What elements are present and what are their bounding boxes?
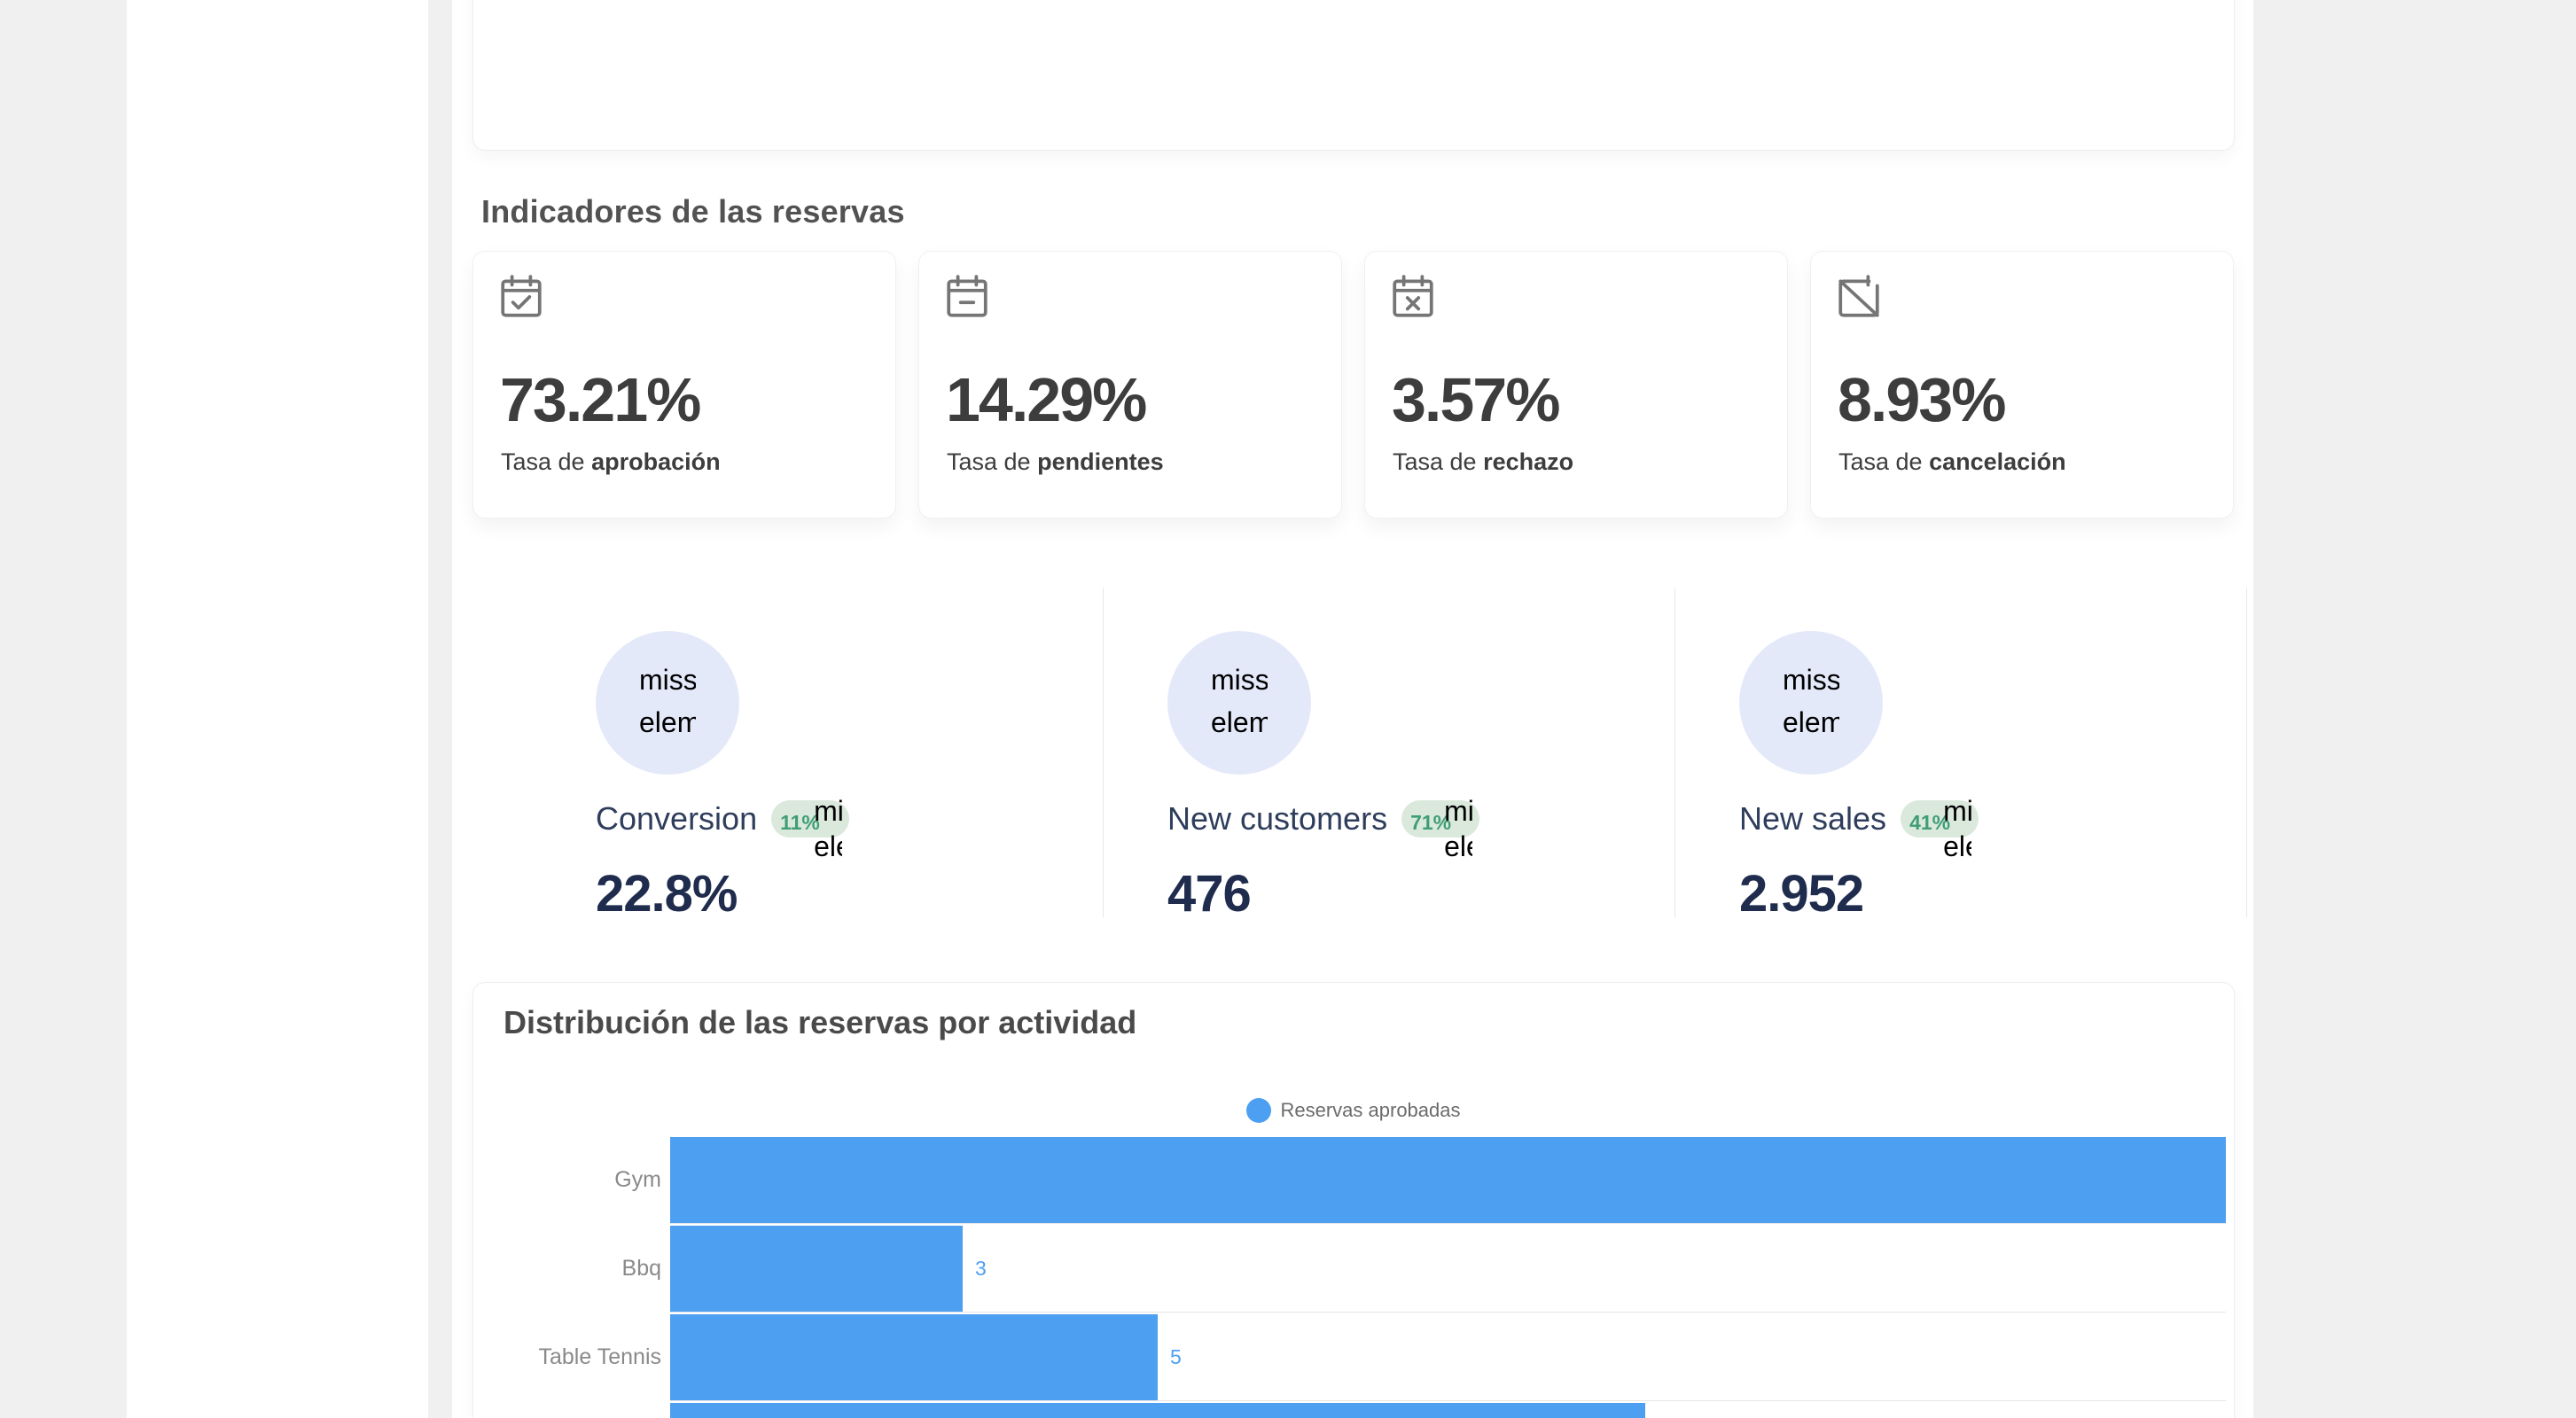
stats-divider (1674, 588, 1675, 917)
chart-row: Bbq 3 (473, 1224, 2236, 1313)
bar-Table Tennis[interactable] (670, 1314, 1158, 1400)
chart-row: Gym 1 (473, 1135, 2236, 1224)
reservations-chart-panel: Distribución de las reservas por activid… (472, 982, 2235, 1418)
legend-label: Reservas aprobadas (1280, 1099, 1461, 1121)
broken-image-placeholder: missing element (1739, 631, 1883, 775)
bar-value-label: 3 (975, 1256, 987, 1280)
category-label: Gym (614, 1166, 661, 1192)
kpi-label: Tasa de cancelación (1838, 448, 2066, 475)
broken-image-placeholder: missing element (1167, 631, 1311, 775)
kpi-value: 3.57% (1392, 365, 1560, 434)
category-label (473, 1401, 661, 1418)
legend-dot-icon (1246, 1098, 1272, 1123)
kpi-label: Tasa de pendientes (947, 448, 1164, 475)
bar-cropped[interactable] (670, 1403, 1645, 1418)
stat-widget-new-customers: missing element New customers 71% missin… (1103, 588, 1674, 970)
trend-percent: 11% (780, 811, 820, 834)
broken-trend-icon-alt: missing element (1444, 795, 1473, 862)
broken-trend-icon-alt: missing element (814, 795, 843, 862)
trend-percent: 41% (1909, 811, 1951, 834)
kpi-label: Tasa de aprobación (501, 448, 721, 475)
chart-row (473, 1401, 2236, 1418)
bar-Gym[interactable] (670, 1137, 2226, 1223)
stat-value: 2.952 (1739, 865, 1864, 923)
kpi-value: 8.93% (1838, 365, 2006, 434)
kpi-value: 73.21% (500, 365, 701, 434)
kpi-card-cancellation: 8.93% Tasa de cancelación (1810, 251, 2234, 518)
stat-label: New sales (1739, 800, 1887, 837)
chart-row: Table Tennis 5 (473, 1313, 2236, 1401)
trend-badge: 41% missing element (1901, 795, 1979, 862)
category-split-line (670, 1400, 2226, 1401)
stat-widget-new-sales: missing element New sales 41% missing el… (1674, 588, 2246, 970)
kpi-value: 14.29% (946, 365, 1147, 434)
calendar-check-icon (497, 273, 545, 321)
kpi-card-rejection: 3.57% Tasa de rechazo (1364, 251, 1788, 518)
missing-image-alt-text: missing element (1211, 664, 1268, 738)
stat-label: New customers (1167, 800, 1388, 837)
section-title-indicators: Indicadores de las reservas (481, 193, 905, 230)
trend-percent: 71% (1410, 811, 1452, 834)
stat-value: 476 (1167, 865, 1252, 923)
kpi-label: Tasa de rechazo (1393, 448, 1574, 475)
broken-image-placeholder: missing element (596, 631, 739, 775)
calendar-x-icon (1389, 273, 1437, 321)
kpi-card-pending: 14.29% Tasa de pendientes (918, 251, 1342, 518)
calendar-off-icon (1835, 273, 1883, 321)
missing-image-alt-text: missing element (639, 664, 696, 738)
stat-value: 22.8% (596, 865, 738, 923)
trend-badge: 11% missing element (771, 795, 850, 862)
category-split-line (670, 1223, 2226, 1224)
chart-title: Distribución de las reservas por activid… (503, 1004, 1137, 1040)
category-label: Table Tennis (538, 1344, 661, 1369)
stat-label: Conversion (596, 800, 758, 837)
chart-plot: Gym 1 Bbq 3 Table Tennis 5 (473, 1135, 2236, 1418)
stats-divider (1103, 588, 1104, 917)
broken-trend-icon-alt: missing element (1943, 795, 1972, 862)
kpi-card-approval: 73.21% Tasa de aprobación (472, 251, 896, 518)
bar-Bbq[interactable] (670, 1226, 963, 1312)
category-label: Bbq (621, 1255, 661, 1281)
category-split-line (670, 1312, 2226, 1313)
sidebar (127, 0, 428, 1418)
calendar-minus-icon (943, 273, 991, 321)
stats-divider (2246, 588, 2247, 917)
bar-value-label: 5 (1170, 1344, 1182, 1368)
stat-widget-conversion: missing element Conversion 11% missing e… (531, 588, 1103, 970)
chart-legend[interactable]: Reservas aprobadas (473, 1098, 2234, 1123)
missing-image-alt-text: missing element (1783, 664, 1839, 738)
top-panel-cropped (472, 0, 2235, 151)
trend-badge: 71% missing element (1401, 795, 1480, 862)
bar-value-label: 1 (2206, 1167, 2218, 1191)
